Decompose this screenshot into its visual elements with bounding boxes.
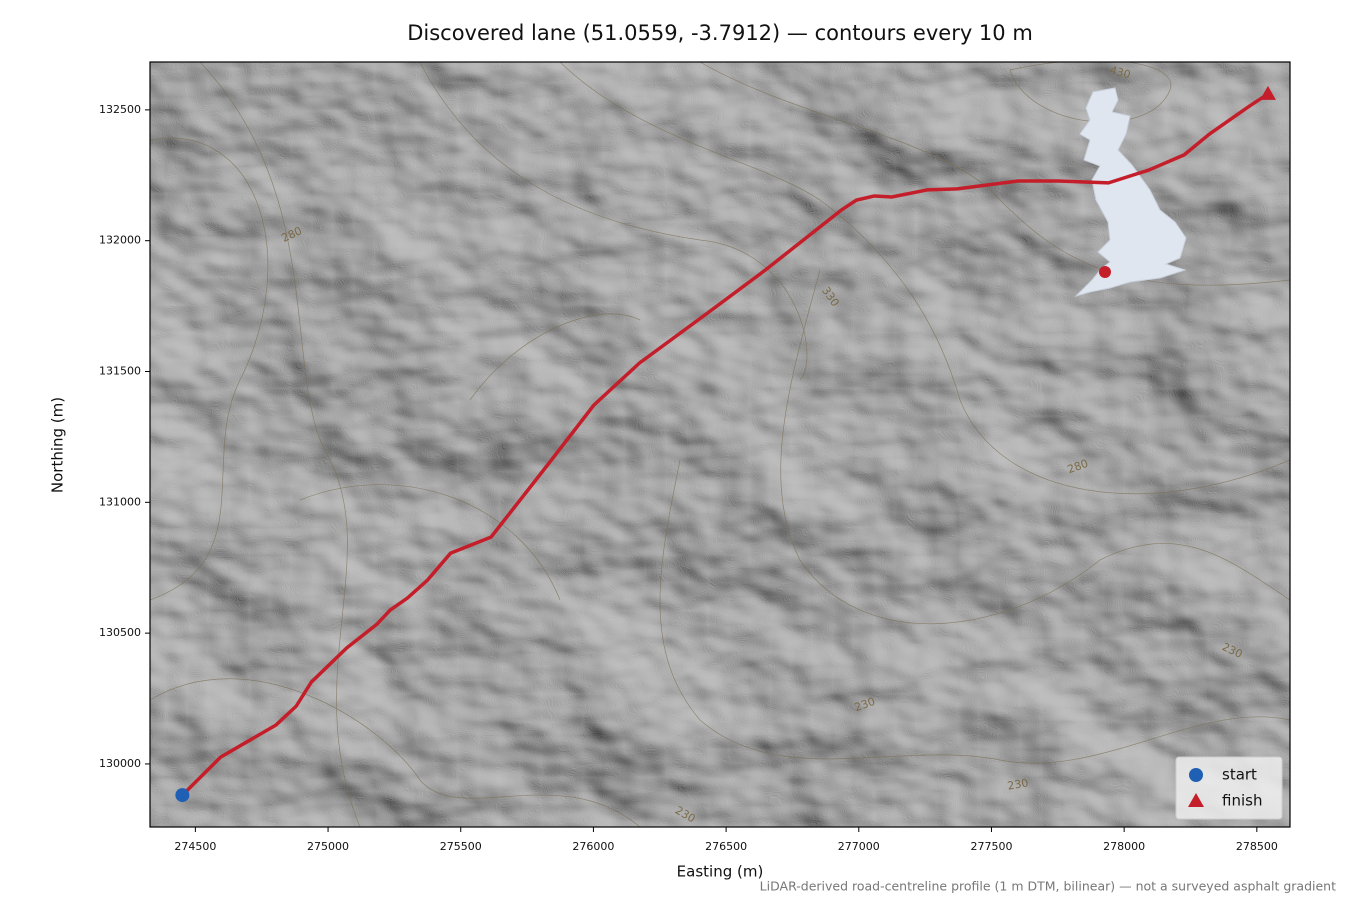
contour	[199, 62, 361, 827]
contour	[699, 62, 1290, 286]
x-axis-label: Easting (m)	[677, 863, 764, 881]
x-tick-label: 277500	[970, 840, 1012, 853]
legend-symbol	[1189, 768, 1203, 782]
x-tick-label: 276000	[572, 840, 614, 853]
legend-symbol	[1188, 793, 1204, 807]
contour-label: 430	[1108, 64, 1132, 82]
legend-label: start	[1222, 766, 1257, 784]
y-tick-label: 131000	[99, 495, 141, 508]
x-tick-label: 278000	[1103, 840, 1145, 853]
contour	[150, 678, 641, 827]
contour-label: 230	[1006, 776, 1029, 792]
contour	[559, 62, 1290, 495]
y-tick-label: 130000	[99, 757, 141, 770]
y-axis-label: Northing (m)	[49, 397, 67, 493]
endpoint-marker	[175, 788, 190, 803]
contour	[780, 269, 1290, 625]
contour	[419, 62, 808, 381]
x-tick-label: 277000	[838, 840, 880, 853]
contour	[299, 313, 641, 601]
plot-frame	[149, 61, 1291, 828]
contour	[150, 137, 269, 601]
x-tick-label: 276500	[705, 840, 747, 853]
y-tick-label: 132000	[99, 234, 141, 247]
inset-location	[1099, 266, 1111, 278]
uk-inset	[1074, 87, 1187, 298]
chart-title: Discovered lane (51.0559, -3.7912) — con…	[407, 21, 1033, 45]
y-tick-label: 131500	[99, 365, 141, 378]
footnote: LiDAR-derived road-centreline profile (1…	[760, 879, 1336, 894]
x-tick-label: 274500	[174, 840, 216, 853]
contours	[150, 62, 1290, 827]
legend-label: finish	[1222, 792, 1262, 810]
x-tick-label: 275000	[307, 840, 349, 853]
route-line	[181, 92, 1269, 797]
endpoint-marker	[1259, 85, 1276, 100]
contour	[659, 459, 1290, 764]
y-tick-label: 130500	[99, 626, 141, 639]
x-tick-label: 278500	[1236, 840, 1278, 853]
contour	[1009, 62, 1172, 123]
y-tick-label: 132500	[99, 103, 141, 116]
x-tick-label: 275500	[440, 840, 482, 853]
